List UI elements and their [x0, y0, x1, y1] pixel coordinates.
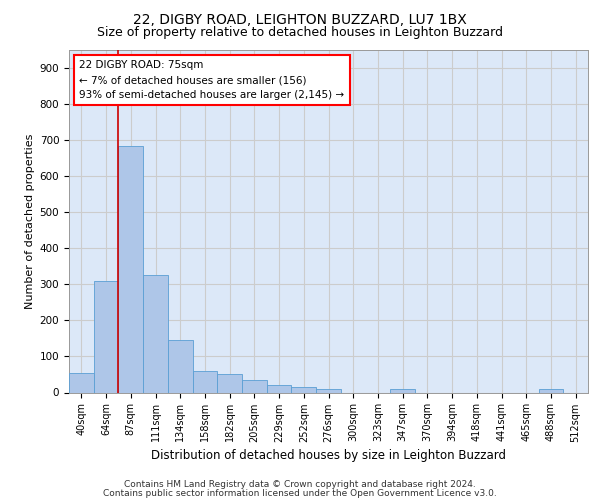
- Bar: [94, 280, 118, 392]
- Bar: [242, 380, 267, 392]
- Bar: [267, 386, 292, 392]
- Bar: [292, 387, 316, 392]
- Bar: [168, 340, 193, 392]
- Bar: [193, 371, 217, 392]
- Text: Contains public sector information licensed under the Open Government Licence v3: Contains public sector information licen…: [103, 488, 497, 498]
- Bar: [539, 389, 563, 392]
- Bar: [316, 389, 341, 392]
- Bar: [69, 372, 94, 392]
- Bar: [118, 146, 143, 392]
- Text: 22, DIGBY ROAD, LEIGHTON BUZZARD, LU7 1BX: 22, DIGBY ROAD, LEIGHTON BUZZARD, LU7 1B…: [133, 12, 467, 26]
- Y-axis label: Number of detached properties: Number of detached properties: [25, 134, 35, 309]
- Bar: [217, 374, 242, 392]
- Bar: [143, 276, 168, 392]
- X-axis label: Distribution of detached houses by size in Leighton Buzzard: Distribution of detached houses by size …: [151, 448, 506, 462]
- Text: Contains HM Land Registry data © Crown copyright and database right 2024.: Contains HM Land Registry data © Crown c…: [124, 480, 476, 489]
- Text: Size of property relative to detached houses in Leighton Buzzard: Size of property relative to detached ho…: [97, 26, 503, 39]
- Text: 22 DIGBY ROAD: 75sqm
← 7% of detached houses are smaller (156)
93% of semi-detac: 22 DIGBY ROAD: 75sqm ← 7% of detached ho…: [79, 60, 344, 100]
- Bar: [390, 389, 415, 392]
